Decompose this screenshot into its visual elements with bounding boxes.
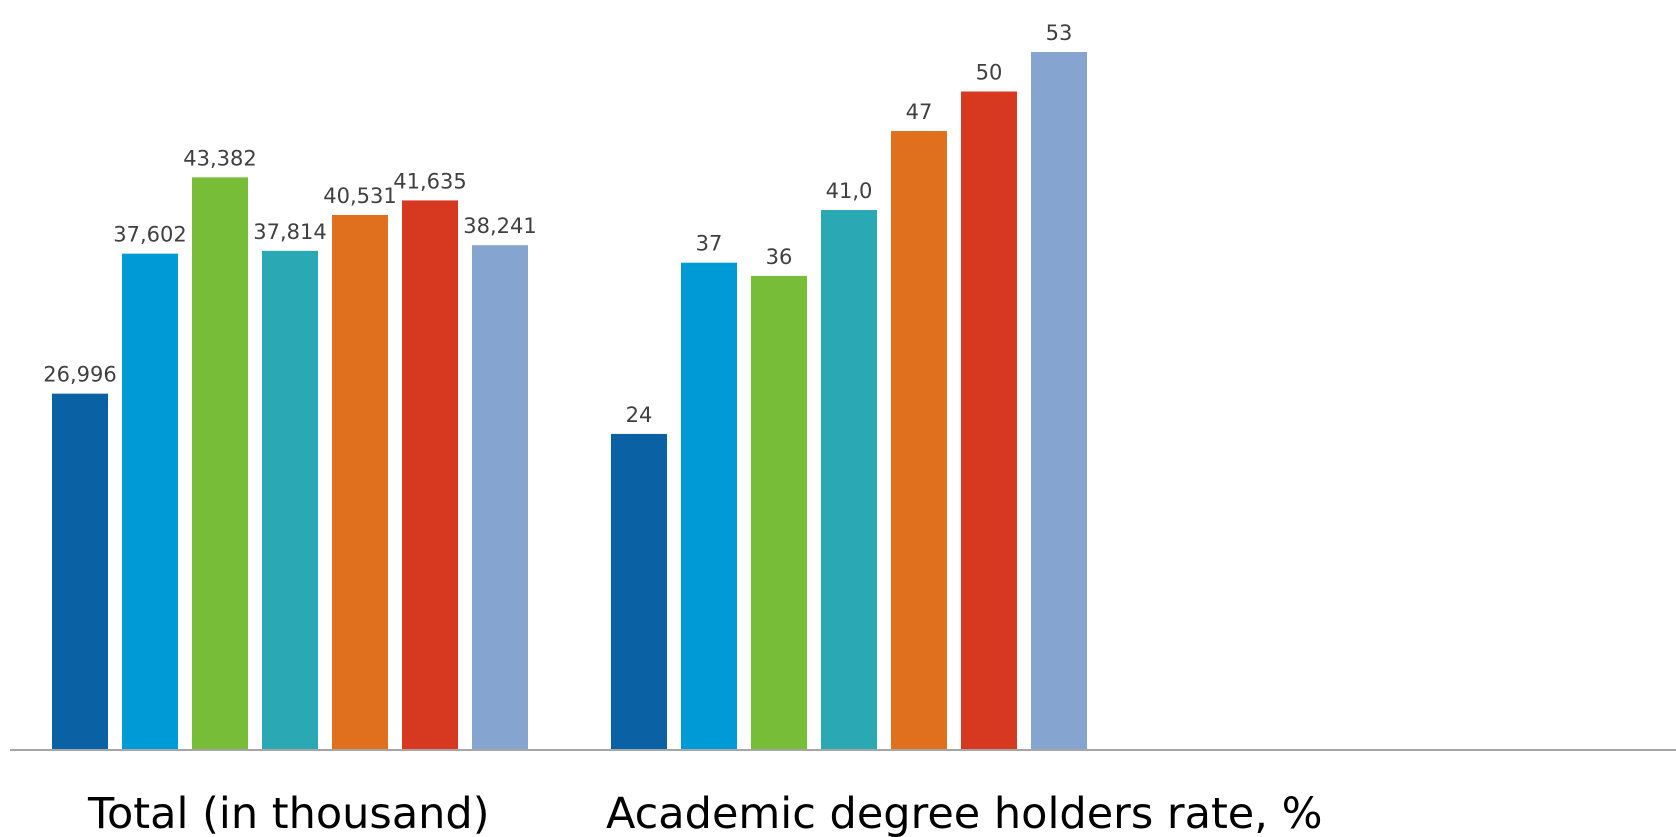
data-label-group2-7: 53 [1046, 21, 1073, 45]
data-label-group2-4: 41,0 [826, 179, 873, 203]
bar-group1-7 [472, 245, 528, 750]
data-label-group1-2: 37,602 [113, 223, 186, 247]
bar-group1-2 [122, 253, 178, 750]
bar-group2-7 [1031, 51, 1087, 751]
data-label-group2-1: 24 [626, 403, 653, 427]
data-label-group2-3: 36 [766, 245, 793, 269]
data-label-group2-6: 50 [976, 61, 1003, 85]
bar-group1-1 [52, 393, 108, 750]
data-label-group1-1: 26,996 [43, 363, 116, 387]
data-label-group1-3: 43,382 [183, 146, 256, 170]
bar-group1-5 [332, 214, 388, 751]
bar-group1-3 [192, 177, 248, 750]
category-labels: Total (in thousand) Academic degree holde… [87, 789, 1322, 837]
category-label-2: Academic degree holders rate, % [606, 789, 1322, 837]
data-label-group2-5: 47 [906, 100, 933, 124]
bars-layer [52, 51, 1087, 751]
data-label-group2-2: 37 [696, 232, 723, 256]
data-label-group1-4: 37,814 [253, 220, 326, 244]
bar-group2-2 [681, 262, 737, 750]
bar-group2-1 [611, 433, 667, 750]
data-label-group1-5: 40,531 [323, 184, 396, 208]
bar-group2-4 [821, 210, 877, 750]
bar-group2-6 [961, 91, 1017, 750]
bar-group1-4 [262, 250, 318, 750]
data-label-group1-7: 38,241 [463, 214, 536, 238]
category-label-1: Total (in thousand) [87, 789, 490, 837]
data-label-group1-6: 41,635 [393, 169, 466, 193]
bar-group1-6 [402, 200, 458, 751]
bar-group2-3 [751, 275, 807, 750]
bar-group2-5 [891, 131, 947, 750]
